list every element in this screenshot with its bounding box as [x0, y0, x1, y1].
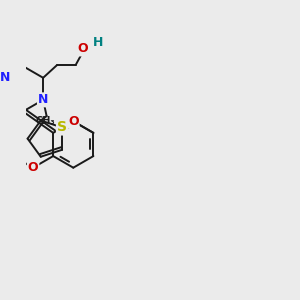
Text: O: O — [68, 115, 79, 128]
Text: O: O — [28, 161, 38, 174]
Text: N: N — [38, 93, 48, 106]
Text: N: N — [0, 71, 10, 84]
Text: H: H — [93, 36, 104, 49]
Text: S: S — [57, 120, 67, 134]
Text: O: O — [77, 42, 88, 56]
Text: CH₃: CH₃ — [35, 116, 55, 126]
